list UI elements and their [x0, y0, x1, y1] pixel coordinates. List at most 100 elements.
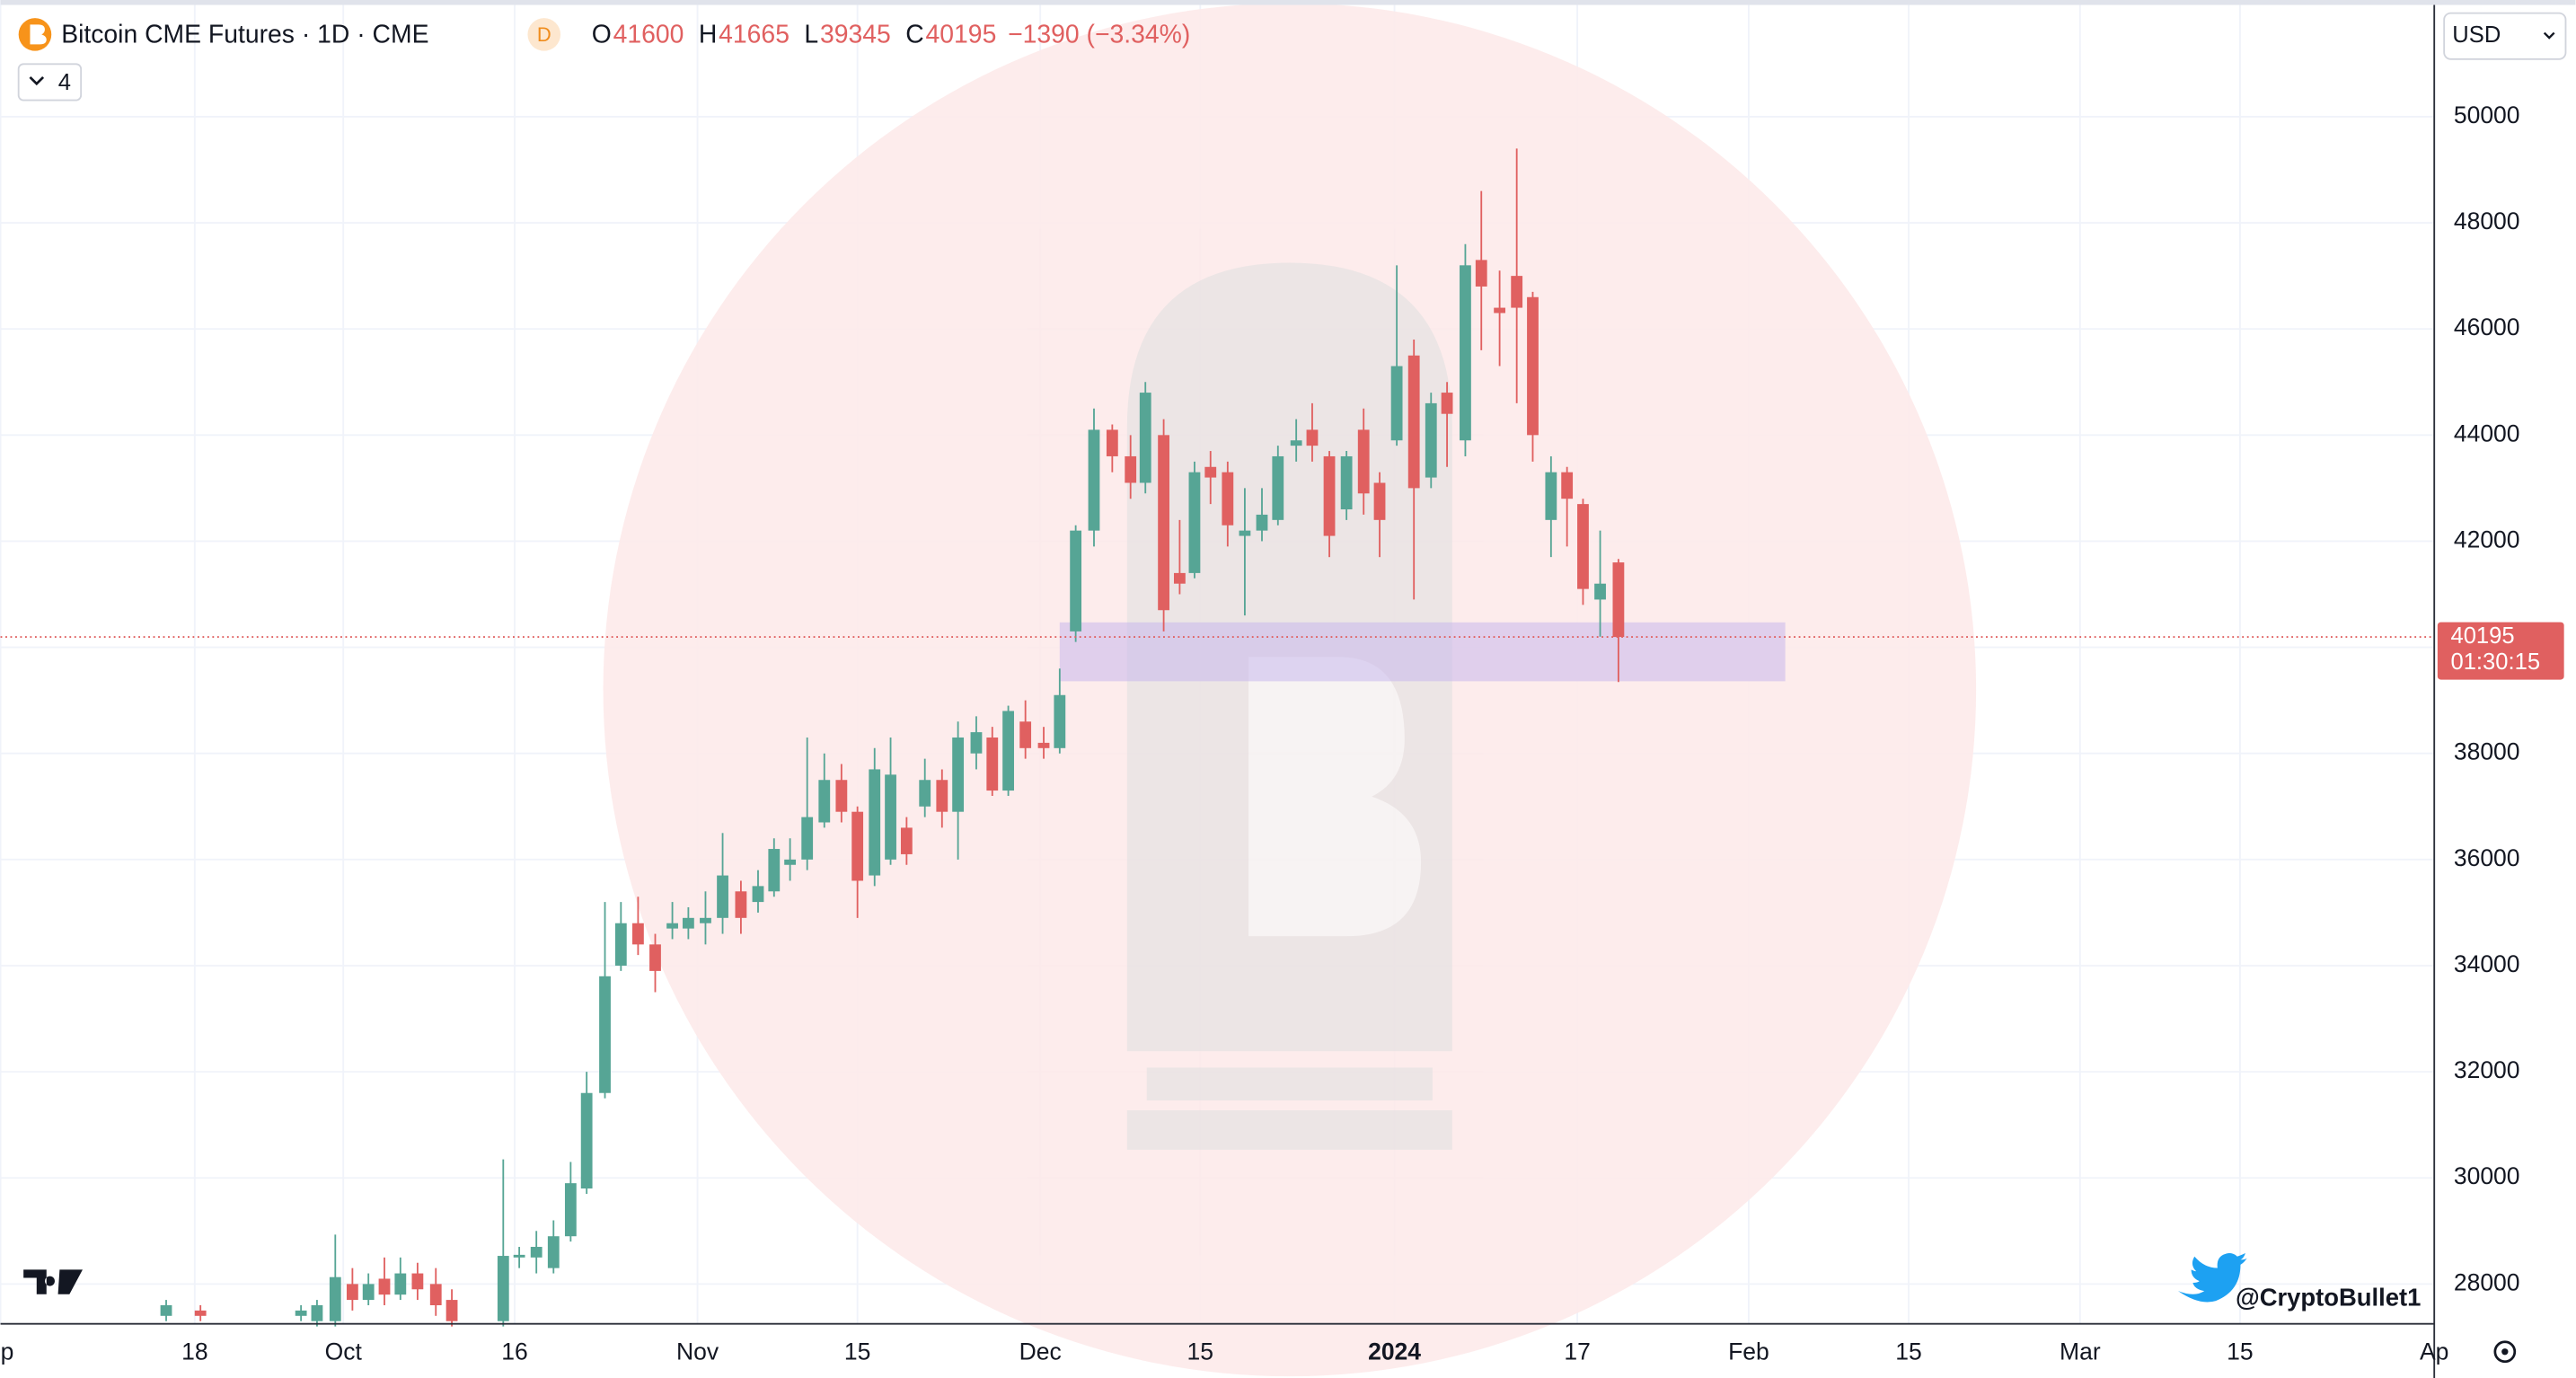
x-tick-label: 15 — [1895, 1338, 1921, 1365]
ohlc-letter: O — [592, 21, 612, 49]
symbol-icon-glyph — [30, 24, 47, 45]
candle-body — [1306, 429, 1319, 446]
x-tick-label: ep — [0, 1338, 13, 1365]
candle-body — [1494, 307, 1505, 314]
candle-body — [1511, 276, 1523, 308]
candle-body — [900, 827, 913, 854]
candle-body — [1340, 455, 1353, 510]
ohlc-letter: H — [699, 21, 717, 49]
candle-body — [1272, 455, 1284, 520]
candle-body — [1612, 562, 1625, 638]
candle-body — [160, 1304, 172, 1316]
candle-body — [1561, 472, 1574, 499]
candle-body — [632, 923, 644, 945]
watermark-bar — [1146, 1067, 1433, 1101]
candle-body — [1174, 572, 1186, 584]
candle-body — [1188, 472, 1201, 573]
candle-body — [952, 737, 965, 812]
candle-body — [1594, 583, 1606, 600]
candle-body — [378, 1278, 391, 1295]
y-tick-label: 44000 — [2454, 420, 2520, 446]
candle-body — [784, 859, 797, 865]
candle-body — [362, 1284, 375, 1301]
candle-body — [1545, 472, 1557, 520]
currency-select[interactable]: USD — [2443, 12, 2567, 60]
candle-body — [1527, 296, 1539, 436]
candle-body — [1239, 530, 1251, 536]
highlight-zone — [1059, 622, 1786, 682]
ohlc-value: 41665 — [719, 21, 790, 49]
candle-body — [194, 1310, 207, 1316]
y-tick-label: 36000 — [2454, 844, 2520, 871]
candle-body — [1323, 455, 1336, 536]
candle-body — [818, 780, 831, 823]
y-tick-label: 38000 — [2454, 738, 2520, 765]
candle-body — [752, 886, 764, 903]
candle-body — [1357, 429, 1370, 494]
candle-body — [346, 1284, 358, 1301]
y-tick-label: 48000 — [2454, 208, 2520, 234]
y-tick-label: 28000 — [2454, 1268, 2520, 1295]
logo-watermark — [603, 3, 1977, 1377]
candle-body — [599, 976, 611, 1093]
last-price-label: 40195 — [2450, 623, 2514, 649]
candle-body — [329, 1276, 341, 1321]
y-tick-label: 30000 — [2454, 1162, 2520, 1189]
axes: 2800030000320003400036000380004000042000… — [0, 102, 2564, 1365]
settings-icon[interactable] — [2493, 1340, 2517, 1364]
candle-body — [649, 944, 661, 971]
chevron — [29, 75, 45, 86]
candle-body — [1441, 393, 1453, 414]
candle-body — [311, 1304, 323, 1321]
indicators-toggle[interactable]: 4 — [17, 63, 83, 102]
candle-body — [735, 891, 747, 918]
interval-badge: D — [537, 23, 551, 46]
candle-body — [1373, 482, 1386, 520]
x-tick-label: Mar — [2060, 1338, 2101, 1365]
x-tick-label: 2024 — [1368, 1338, 1421, 1365]
candle-body — [614, 923, 627, 966]
currency-button[interactable] — [2443, 12, 2567, 60]
candle-body — [1475, 260, 1487, 287]
candle-body — [1125, 455, 1137, 483]
twitter-icon — [2177, 1253, 2247, 1303]
candle-body — [970, 732, 983, 754]
candle-body — [1106, 429, 1118, 456]
candle-body — [446, 1300, 458, 1321]
candle-body — [768, 849, 781, 892]
x-tick-label: 15 — [1187, 1338, 1213, 1365]
candle-body — [295, 1310, 307, 1316]
candle-body — [835, 780, 848, 812]
candle-body — [1290, 440, 1302, 446]
chart-title: Bitcoin CME Futures · 1D · CME — [61, 21, 428, 49]
indicators-button[interactable] — [17, 63, 83, 102]
x-tick-label: Ap — [2420, 1338, 2448, 1365]
candle-body — [1256, 514, 1268, 531]
candle-body — [1222, 472, 1234, 526]
x-tick-label: 17 — [1564, 1338, 1590, 1365]
candle-body — [1204, 466, 1217, 478]
candle-body — [513, 1254, 525, 1258]
candle-body — [547, 1236, 560, 1268]
candle-body — [394, 1273, 407, 1295]
candle-body — [717, 875, 728, 918]
candle-body — [1158, 435, 1169, 611]
currency-label: USD — [2452, 22, 2501, 48]
candle-body — [429, 1284, 442, 1305]
last-price-box — [2437, 622, 2564, 680]
candle-body — [1425, 402, 1437, 478]
candle-body — [1088, 429, 1100, 531]
price-change: −1390 (−3.34%) — [1008, 21, 1190, 49]
candle-body — [1407, 355, 1420, 489]
candle-body — [936, 780, 948, 812]
ohlc-letter: C — [905, 21, 923, 49]
x-tick-label: 16 — [501, 1338, 527, 1365]
candle-body — [919, 780, 931, 807]
candle-body — [1577, 504, 1589, 589]
x-tick-label: Nov — [676, 1338, 719, 1365]
ohlc-value: 41600 — [613, 21, 684, 49]
candle-body — [682, 917, 694, 929]
candle-body — [564, 1183, 577, 1237]
y-tick-label: 32000 — [2454, 1056, 2520, 1083]
